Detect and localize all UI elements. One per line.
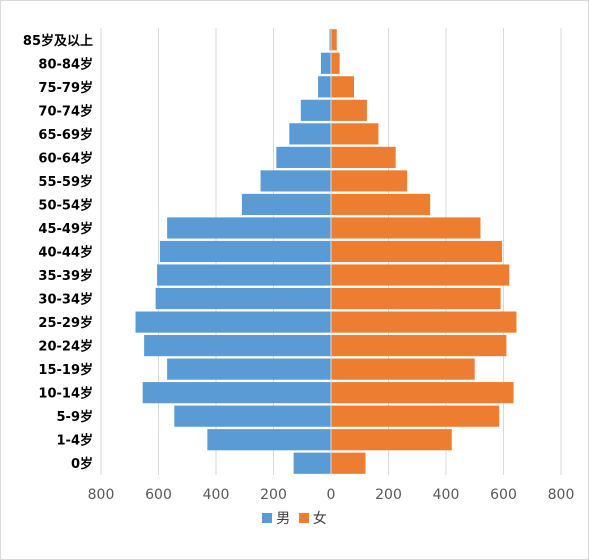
legend-swatch-male xyxy=(262,513,273,523)
bar-female-5 xyxy=(331,146,396,168)
x-tick-label-6: 400 xyxy=(433,487,460,501)
bar-female-17 xyxy=(331,429,452,451)
bar-female-11 xyxy=(331,287,501,310)
x-tick-label-3: 200 xyxy=(260,487,287,501)
bar-female-18 xyxy=(331,452,366,474)
x-tick-label-0: 800 xyxy=(88,487,115,501)
bar-female-6 xyxy=(331,170,408,192)
category-label-6: 55-59岁 xyxy=(38,174,93,190)
x-tick-label-7: 600 xyxy=(490,487,517,501)
bar-female-7 xyxy=(331,193,431,216)
category-label-3: 70-74岁 xyxy=(38,103,93,119)
category-label-12: 25-29岁 xyxy=(38,315,93,331)
bar-female-2 xyxy=(331,76,354,98)
category-label-10: 35-39岁 xyxy=(38,268,93,284)
category-label-15: 10-14岁 xyxy=(38,386,93,402)
legend-swatch-female xyxy=(298,513,309,523)
category-label-11: 30-34岁 xyxy=(38,292,93,308)
x-tick-label-5: 200 xyxy=(375,487,402,501)
legend-item-female: 女 xyxy=(298,508,327,528)
x-tick-label-2: 400 xyxy=(203,487,230,501)
bar-female-13 xyxy=(331,335,507,357)
bar-female-3 xyxy=(331,99,367,121)
category-label-5: 60-64岁 xyxy=(38,150,93,166)
category-label-9: 40-44岁 xyxy=(38,245,93,261)
legend-label-male: 男 xyxy=(276,511,291,527)
bar-male-15 xyxy=(142,382,331,404)
category-label-8: 45-49岁 xyxy=(38,221,93,237)
bar-male-7 xyxy=(241,193,331,216)
bar-male-5 xyxy=(276,146,331,168)
x-tick-label-8: 800 xyxy=(548,487,575,501)
bar-female-0 xyxy=(331,29,337,51)
category-label-0: 85岁及以上 xyxy=(23,33,93,49)
category-label-2: 75-79岁 xyxy=(38,80,93,96)
bar-male-11 xyxy=(155,287,331,310)
bar-male-8 xyxy=(167,217,331,239)
bar-male-10 xyxy=(157,264,331,286)
population-pyramid-chart: 85岁及以上 80-84岁 75-79岁 70-74岁 65-69岁 60-64岁 55-5… xyxy=(23,28,575,501)
bar-male-3 xyxy=(300,99,331,121)
bar-male-9 xyxy=(159,240,331,263)
bar-female-14 xyxy=(331,358,475,380)
bar-female-8 xyxy=(331,217,481,239)
category-label-4: 65-69岁 xyxy=(38,127,93,143)
bar-female-4 xyxy=(331,123,379,145)
legend: 男 女 xyxy=(0,508,589,528)
bar-male-12 xyxy=(135,311,331,333)
bar-male-6 xyxy=(260,170,331,192)
bar-male-16 xyxy=(174,405,331,427)
bar-male-18 xyxy=(293,452,331,474)
category-label-1: 80-84岁 xyxy=(38,56,93,72)
bar-male-4 xyxy=(289,123,331,145)
category-label-16: 5-9岁 xyxy=(57,409,94,425)
bar-male-17 xyxy=(207,429,331,451)
legend-label-female: 女 xyxy=(312,511,327,527)
bar-female-9 xyxy=(331,240,503,263)
bar-female-1 xyxy=(331,52,340,74)
bar-male-14 xyxy=(167,358,331,380)
bar-male-0 xyxy=(329,29,331,51)
category-label-17: 1-4岁 xyxy=(57,433,94,449)
x-tick-label-4: 0 xyxy=(327,487,336,501)
bar-female-15 xyxy=(331,382,514,404)
bar-male-1 xyxy=(320,52,331,74)
x-tick-label-1: 600 xyxy=(145,487,172,501)
bar-female-10 xyxy=(331,264,510,286)
bar-female-16 xyxy=(331,405,500,427)
bar-male-13 xyxy=(144,335,331,357)
category-label-13: 20-24岁 xyxy=(38,339,93,355)
legend-item-male: 男 xyxy=(262,508,290,528)
bar-female-12 xyxy=(331,311,517,333)
bar-male-2 xyxy=(318,76,331,98)
category-label-14: 15-19岁 xyxy=(38,362,93,378)
category-label-7: 50-54岁 xyxy=(38,197,93,213)
category-label-18: 0岁 xyxy=(71,456,93,472)
